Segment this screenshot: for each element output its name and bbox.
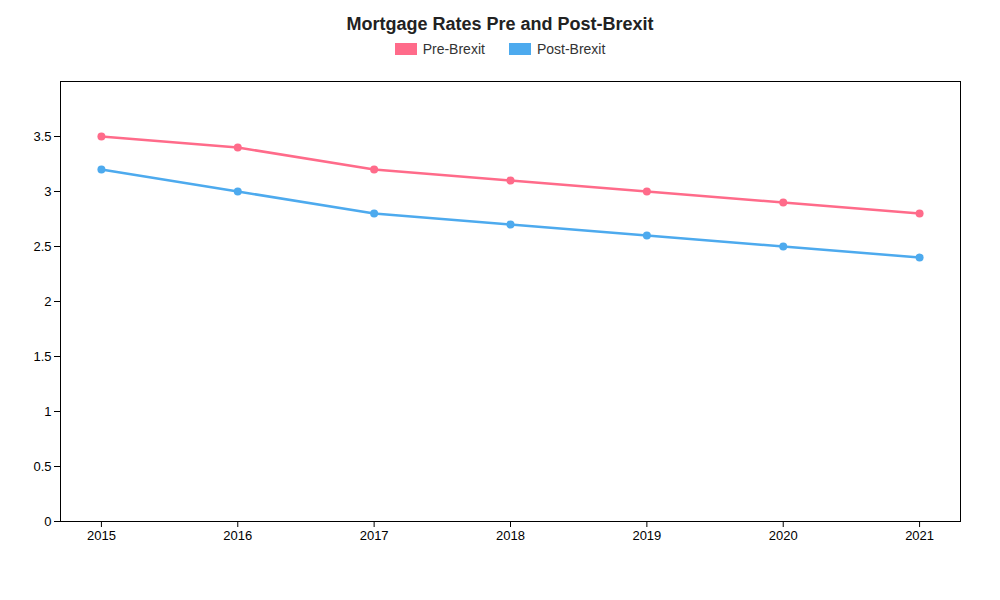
- html-text:Mortgage Rates Pre and Post-Br: Mortgage Rates Pre and Post-Brexit: [346, 14, 654, 34]
- svg-text:2016: 2016: [223, 528, 252, 543]
- svg-text:1: 1: [44, 404, 51, 419]
- svg-text:0: 0: [44, 514, 51, 529]
- html-text:Post-Brexit: Post-Brexit: [536, 41, 606, 57]
- svg-text:2018: 2018: [496, 528, 525, 543]
- svg-text:2017: 2017: [360, 528, 389, 543]
- html-text:Pre-Brexit: Pre-Brexit: [422, 41, 485, 57]
- svg-text:0.5: 0.5: [33, 459, 51, 474]
- svg-text:2: 2: [44, 294, 51, 309]
- svg-text:3: 3: [44, 184, 51, 199]
- svg-text:2.5: 2.5: [33, 239, 51, 254]
- svg-text:1.5: 1.5: [33, 349, 51, 364]
- svg-text:2015: 2015: [87, 528, 116, 543]
- svg-text:2021: 2021: [905, 528, 934, 543]
- svg-text:3.5: 3.5: [33, 129, 51, 144]
- svg-text:2020: 2020: [769, 528, 798, 543]
- svg-text:2019: 2019: [632, 528, 661, 543]
